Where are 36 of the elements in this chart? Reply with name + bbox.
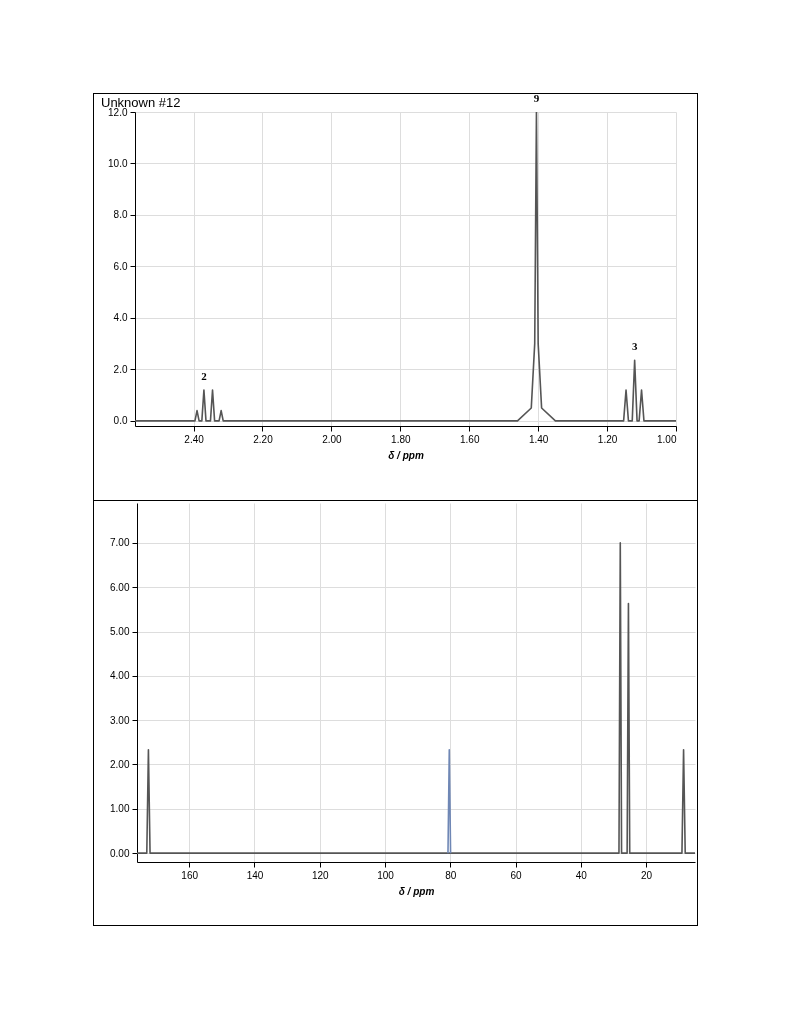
y-tick-label: 0.0 xyxy=(113,415,128,427)
x-tick-label: 2.40 xyxy=(184,433,205,445)
y-tick-label: 2.0 xyxy=(113,363,128,375)
x-tick-label: 1.80 xyxy=(391,433,411,445)
x-tick-label: 20 xyxy=(640,869,653,881)
y-tick-label: 4.00 xyxy=(110,670,130,682)
y-tick-label: 4.0 xyxy=(113,312,128,324)
x-axis-title: δ / ppm xyxy=(398,885,435,897)
x-tick-label: 40 xyxy=(575,869,588,881)
y-tick-label: 6.0 xyxy=(113,260,128,272)
y-tick-label: 8.0 xyxy=(113,209,128,221)
x-tick-label: 160 xyxy=(181,869,199,881)
x-axis-title: δ / ppm xyxy=(388,449,424,461)
x-tick-label: 100 xyxy=(377,869,395,881)
x-tick-label: 1.40 xyxy=(528,433,549,445)
y-tick-label: 1.00 xyxy=(110,803,130,815)
annotation: 3 xyxy=(631,340,638,353)
x-tick-label: 1.00 xyxy=(657,433,677,445)
annotation: 2 xyxy=(201,369,208,382)
y-tick-label: 7.00 xyxy=(110,537,130,549)
x-tick-label: 1.60 xyxy=(460,433,480,445)
y-tick-label: 5.00 xyxy=(110,626,130,638)
x-tick-label: 140 xyxy=(246,869,264,881)
x-tick-label: 2.00 xyxy=(322,433,343,445)
annotation: 9 xyxy=(533,92,540,104)
x-tick-label: 120 xyxy=(311,869,330,881)
y-tick-label: 2.00 xyxy=(110,758,130,770)
y-tick-label: 0.00 xyxy=(110,847,130,859)
x-tick-label: 60 xyxy=(510,869,523,881)
line-series xyxy=(137,542,695,854)
y-tick-label: 10.0 xyxy=(108,157,128,169)
y-tick-label: 3.00 xyxy=(110,714,130,726)
x-tick-label: 1.20 xyxy=(597,433,618,445)
x-tick-label: 80 xyxy=(445,869,457,881)
x-tick-label: 2.20 xyxy=(253,433,274,445)
y-tick-label: 6.00 xyxy=(110,581,130,593)
